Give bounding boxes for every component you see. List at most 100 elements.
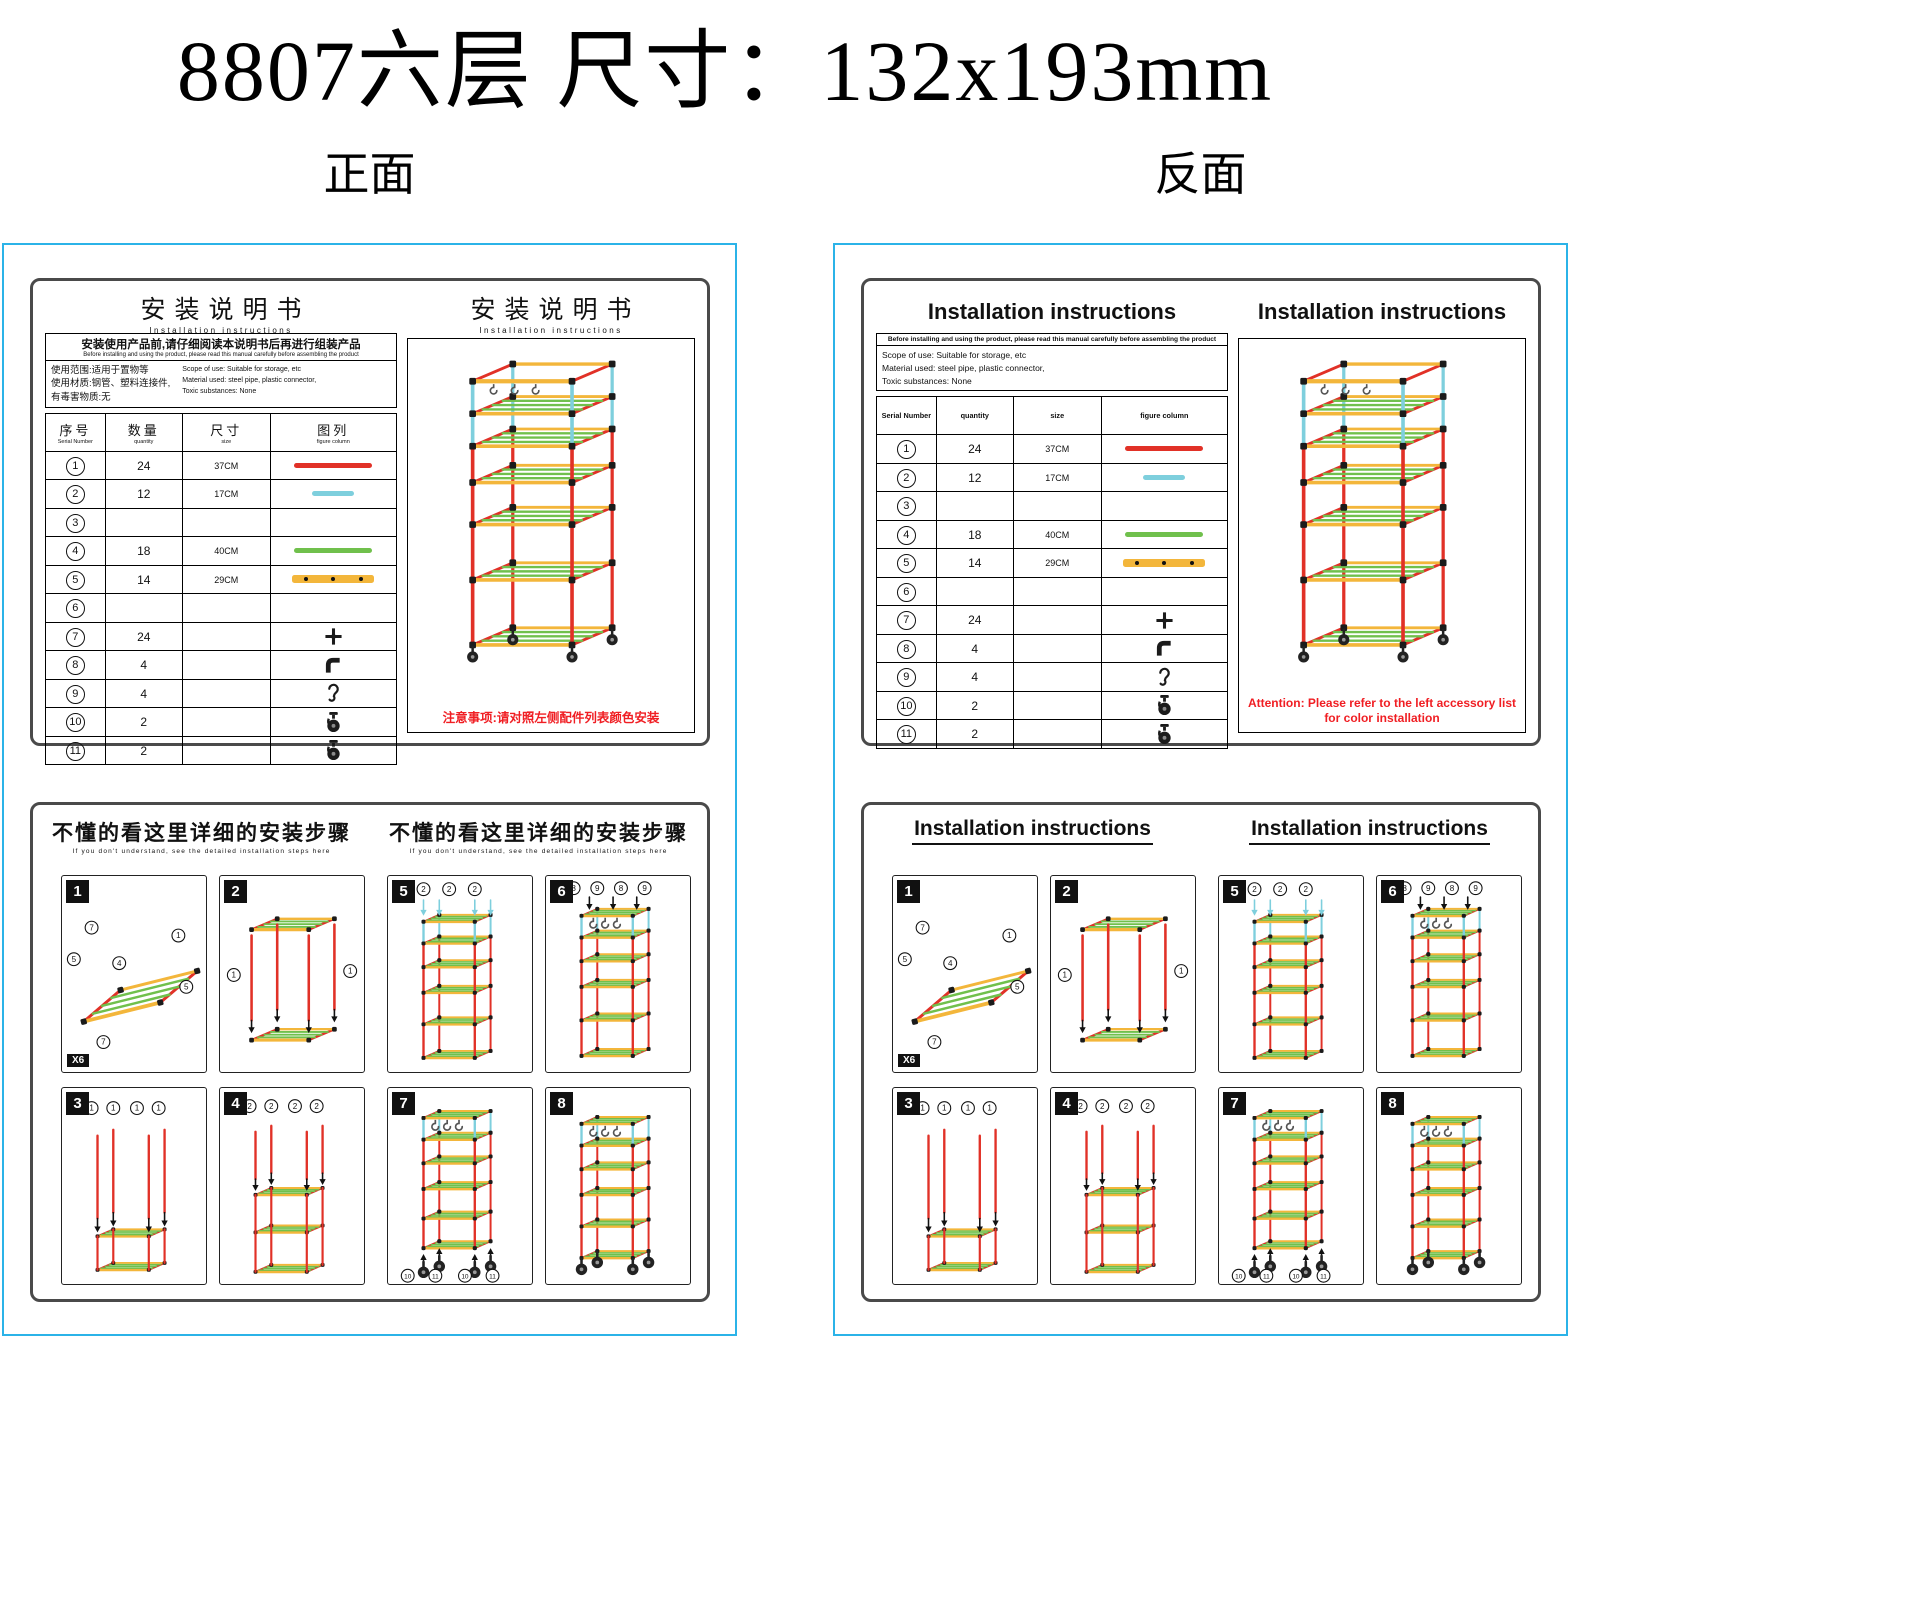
parts-table-row: 4 18 40CM bbox=[45, 536, 398, 566]
serial-number-badge: 4 bbox=[65, 542, 85, 562]
step-number-badge: 1 bbox=[66, 880, 89, 903]
serial-number-badge: 3 bbox=[65, 513, 85, 533]
figure-cell bbox=[269, 564, 398, 595]
svg-text:8: 8 bbox=[619, 884, 624, 893]
parts-column: Installation instructions Before installi… bbox=[876, 291, 1229, 749]
figure-cell bbox=[1100, 719, 1229, 749]
svg-text:2: 2 bbox=[314, 1102, 319, 1111]
svg-text:2: 2 bbox=[1078, 1102, 1083, 1111]
product-rack-drawing bbox=[467, 360, 618, 663]
serial-cell: 5 bbox=[45, 564, 106, 595]
step-number-badge: 8 bbox=[550, 1092, 573, 1115]
quantity-cell: 24 bbox=[104, 450, 183, 481]
svg-text:2: 2 bbox=[293, 1102, 298, 1111]
parts-table-row: 1 24 37CM bbox=[45, 450, 398, 481]
size-cell bbox=[181, 621, 271, 652]
product-column: 安装说明书 Installation instructions 注意事项:请对照左… bbox=[407, 291, 695, 733]
yellow-panel-figure bbox=[1123, 558, 1206, 567]
assembly-step-3: 1 1 1 1 3 bbox=[61, 1087, 207, 1285]
parts-table-row: 4 18 40CM bbox=[876, 519, 1229, 550]
quantity-cell: 12 bbox=[104, 479, 183, 509]
serial-cell: 3 bbox=[45, 507, 106, 538]
serial-number-badge: 7 bbox=[896, 611, 916, 630]
serial-cell: 1 bbox=[45, 450, 106, 481]
red-pipe-figure bbox=[294, 462, 373, 468]
caster-icon bbox=[1157, 723, 1171, 744]
column-header: 序号 Serial Number bbox=[45, 412, 106, 452]
manual-title: 安装说明书 bbox=[470, 295, 641, 324]
size-cell: 17CM bbox=[181, 479, 271, 509]
serial-cell: 1 bbox=[876, 434, 937, 464]
serial-number-badge: 7 bbox=[65, 627, 85, 647]
figure-cell bbox=[1100, 605, 1229, 635]
step-diagram: 8 9 8 9 bbox=[566, 881, 652, 1058]
quantity-cell: 24 bbox=[935, 434, 1014, 464]
manual-title: 安装说明书 bbox=[140, 295, 311, 324]
figure-cell bbox=[1100, 662, 1229, 692]
svg-text:1: 1 bbox=[156, 1104, 161, 1113]
serial-cell: 10 bbox=[45, 707, 106, 737]
quantity-cell: 4 bbox=[935, 662, 1014, 692]
serial-number-badge: 5 bbox=[65, 570, 85, 590]
step-diagram bbox=[1406, 1114, 1486, 1276]
column-header: size bbox=[1012, 396, 1102, 436]
svg-text:1: 1 bbox=[232, 971, 237, 980]
repeat-quantity-badge: X6 bbox=[898, 1054, 921, 1067]
parts-column: 安装说明书 Installation instructions 安装使用产品前,请仔… bbox=[45, 291, 398, 766]
color-attention-note: 注意事项:请对照左侧配件列表颜色安装 bbox=[442, 711, 660, 725]
serial-cell: 7 bbox=[45, 621, 106, 652]
steps-titles: 不懂的看这里详细的安装步骤 If you don't understand, se… bbox=[33, 817, 707, 855]
svg-text:9: 9 bbox=[1473, 884, 1478, 893]
svg-text:2: 2 bbox=[1252, 885, 1257, 894]
step-diagram bbox=[575, 1114, 655, 1276]
quantity-cell: 2 bbox=[104, 735, 183, 766]
cyan-pipe-figure bbox=[1143, 474, 1186, 480]
back-sheet: Installation instructions Before installi… bbox=[833, 243, 1568, 1336]
figure-cell bbox=[1100, 491, 1229, 521]
manual-subtitle: Installation instructions bbox=[479, 325, 623, 335]
step-number-badge: 4 bbox=[1055, 1092, 1078, 1115]
figure-cell bbox=[269, 650, 398, 680]
figure-cell bbox=[1100, 434, 1229, 464]
serial-number-badge: 11 bbox=[896, 725, 916, 744]
steps-title-block: Installation instructions bbox=[864, 817, 1201, 845]
hook-icon bbox=[328, 683, 339, 702]
elbow-connector-icon bbox=[325, 657, 340, 673]
svg-text:4: 4 bbox=[117, 959, 122, 968]
scope-line: Toxic substances: None bbox=[882, 375, 972, 386]
assembly-step-4: 2 2 2 2 4 bbox=[219, 1087, 365, 1285]
parts-table-row: 8 4 bbox=[45, 650, 398, 680]
quantity-cell: 12 bbox=[935, 462, 1014, 493]
assembly-step-1: 7 5 4 1 5 7 1 X6 bbox=[892, 875, 1038, 1073]
svg-text:2: 2 bbox=[447, 885, 452, 894]
size-cell: 37CM bbox=[181, 450, 271, 481]
scope-line: 有毒害物质:无 bbox=[51, 391, 111, 403]
size-cell bbox=[181, 707, 271, 737]
svg-text:1: 1 bbox=[89, 1104, 94, 1113]
elbow-connector-icon bbox=[1156, 640, 1171, 656]
figure-cell bbox=[269, 593, 398, 623]
figure-cell bbox=[269, 479, 398, 509]
serial-number-badge: 8 bbox=[65, 656, 85, 676]
scope-line: Scope of use: Suitable for storage, etc bbox=[882, 350, 1027, 360]
parts-table-row: 6 bbox=[45, 593, 398, 623]
figure-cell bbox=[269, 507, 398, 538]
product-scope-info: 使用范围:适用于置物等 使用材质:钢管、塑料连接件, 有毒害物质:无 Scope of… bbox=[45, 361, 397, 408]
serial-number-badge: 6 bbox=[896, 582, 916, 602]
quantity-cell bbox=[104, 593, 183, 623]
assembly-step-1: 7 5 4 1 5 7 1 X6 bbox=[61, 875, 207, 1073]
assembly-step-8: 8 bbox=[545, 1087, 691, 1285]
serial-number-badge: 2 bbox=[896, 468, 916, 488]
serial-cell: 11 bbox=[876, 719, 937, 749]
parts-list-table: Serial Number quantity size figure column 1… bbox=[876, 396, 1229, 749]
svg-text:2: 2 bbox=[247, 1102, 252, 1111]
steps-title-block: 不懂的看这里详细的安装步骤 If you don't understand, se… bbox=[389, 822, 688, 855]
quantity-cell: 4 bbox=[935, 633, 1014, 664]
serial-number-badge: 8 bbox=[896, 639, 916, 659]
svg-text:10: 10 bbox=[1292, 1273, 1300, 1280]
assembly-steps-panel: 不懂的看这里详细的安装步骤 If you don't understand, se… bbox=[30, 802, 710, 1302]
serial-number-badge: 11 bbox=[65, 741, 85, 761]
size-cell: 17CM bbox=[1012, 462, 1102, 493]
parts-table-row: 9 4 bbox=[45, 678, 398, 709]
